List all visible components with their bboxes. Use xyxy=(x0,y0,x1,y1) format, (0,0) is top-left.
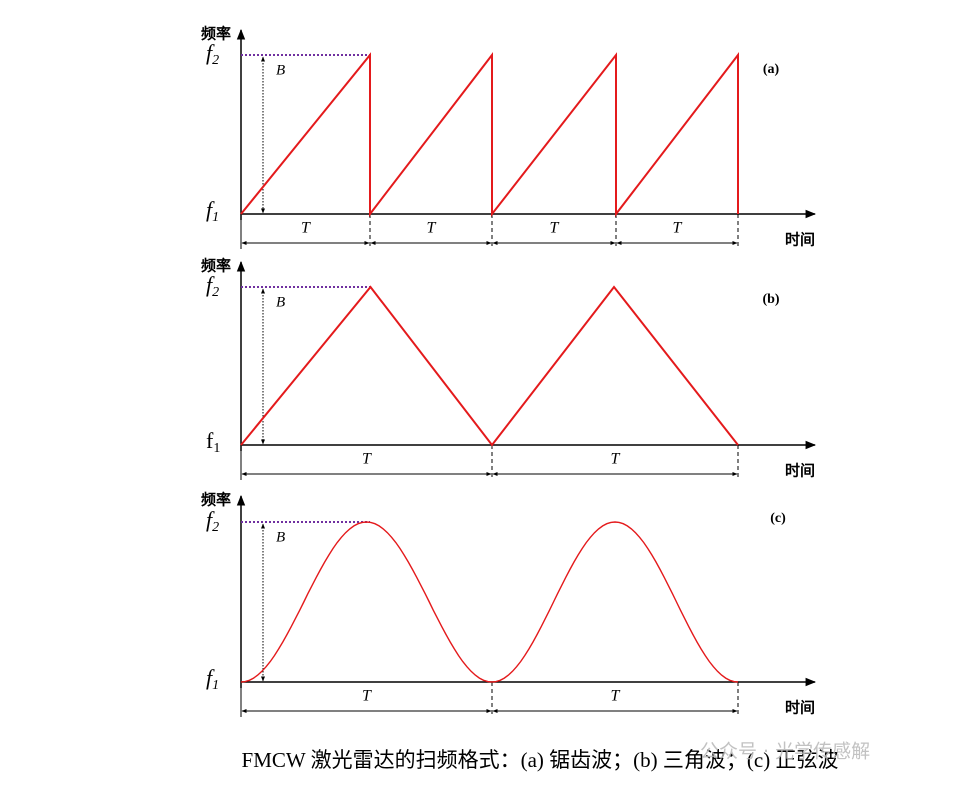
period-label: T xyxy=(427,220,437,237)
f2-base: f xyxy=(206,272,215,297)
f2-sub: 2 xyxy=(212,285,219,300)
f1-sub: 1 xyxy=(213,441,220,456)
x-axis-label: 时间 xyxy=(785,462,815,480)
bandwidth-label: B xyxy=(276,529,285,545)
f2-base: f xyxy=(206,507,215,532)
caption: FMCW 激光雷达的扫频格式：(a) 锯齿波；(b) 三角波；(c) 正弦波 xyxy=(242,748,839,772)
period-label: T xyxy=(550,220,560,237)
f1-base: f xyxy=(206,197,215,222)
bandwidth-label: B xyxy=(276,294,285,310)
bandwidth-label: B xyxy=(276,62,285,78)
period-label: T xyxy=(673,220,683,237)
f1-base: f xyxy=(206,665,215,690)
f2-label: f2 xyxy=(206,40,219,68)
panel-tag: (a) xyxy=(763,62,780,77)
f1-label: f1 xyxy=(206,665,219,693)
f1-label: f1 xyxy=(206,428,220,456)
f1-base: f xyxy=(206,428,214,453)
waveform xyxy=(240,52,739,217)
waveform xyxy=(240,285,739,447)
watermark: 公众号 · 光学传感解 xyxy=(700,741,870,763)
f2-sub: 2 xyxy=(212,520,219,535)
f2-label: f2 xyxy=(206,507,219,535)
x-axis-label: 时间 xyxy=(785,231,815,249)
period-label: T xyxy=(301,220,311,237)
x-axis-label: 时间 xyxy=(785,699,815,717)
period-label: T xyxy=(611,451,621,468)
y-axis-label: 频率 xyxy=(201,491,231,509)
f1-sub: 1 xyxy=(212,678,219,693)
f1-label: f1 xyxy=(206,197,219,225)
y-axis-label: 频率 xyxy=(201,257,231,275)
panel-tag: (b) xyxy=(762,292,779,307)
panel-tag: (c) xyxy=(770,511,786,526)
y-axis-label: 频率 xyxy=(201,25,231,43)
waveform xyxy=(240,521,739,683)
f2-base: f xyxy=(206,40,215,65)
f2-sub: 2 xyxy=(212,53,219,68)
period-label: T xyxy=(611,688,621,705)
f2-label: f2 xyxy=(206,272,219,300)
period-label: T xyxy=(362,451,372,468)
f1-sub: 1 xyxy=(212,210,219,225)
period-label: T xyxy=(362,688,372,705)
